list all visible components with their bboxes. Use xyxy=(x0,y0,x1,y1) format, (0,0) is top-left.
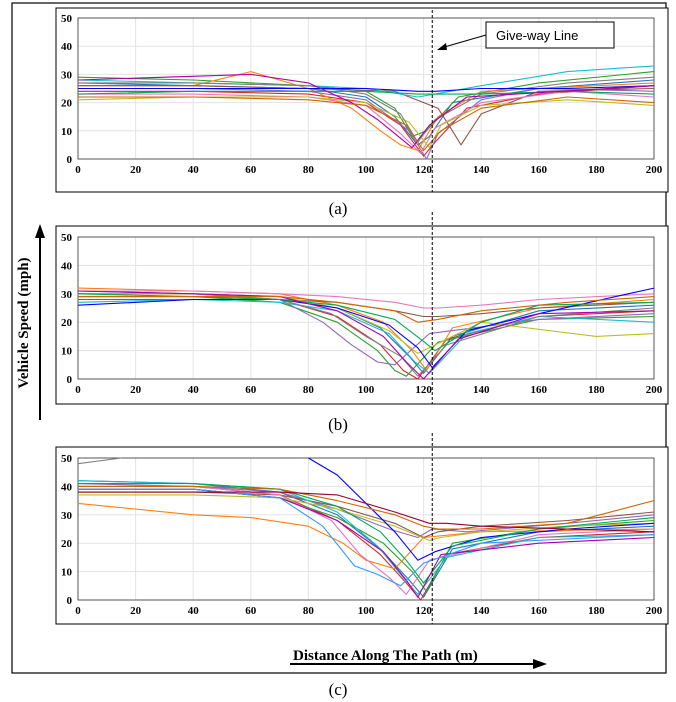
x-tick-label: 200 xyxy=(646,384,663,396)
series-line xyxy=(77,73,655,149)
x-tick-label: 200 xyxy=(646,164,663,176)
panel-b: 0 20 40 60 80 100 120 140 160 180 200 0 10 20 30 40 50 xyxy=(55,225,669,405)
series-line xyxy=(78,85,655,146)
x-tick-label: 140 xyxy=(473,384,490,396)
x-tick-label: 180 xyxy=(588,164,605,176)
x-tick-label: 60 xyxy=(245,605,257,617)
x-tick-label: 100 xyxy=(358,164,375,176)
x-tick-label: 180 xyxy=(588,605,605,617)
y-tick-label: 40 xyxy=(61,41,73,53)
x-tick-label: 40 xyxy=(188,384,200,396)
panel-a: 0 20 40 60 80 100 120 140 160 180 200 0 10 20 30 40 50 xyxy=(55,7,669,193)
x-tick-label: 60 xyxy=(245,384,257,396)
series-line xyxy=(78,488,655,587)
x-tick-label: 20 xyxy=(130,605,142,617)
give-way-callout-arrow xyxy=(440,34,487,49)
y-tick-label: 20 xyxy=(61,538,73,550)
panel-frame xyxy=(55,446,669,625)
x-tick-label: 160 xyxy=(531,164,548,176)
caption-a: (a) xyxy=(329,199,348,218)
give-way-callout-arrowhead xyxy=(437,43,447,50)
x-tick-label: 60 xyxy=(245,164,257,176)
x-tick-label: 140 xyxy=(473,164,490,176)
give-way-callout-box xyxy=(485,21,615,49)
series-line xyxy=(78,483,655,584)
series-line xyxy=(78,491,655,533)
x-tick-label: 0 xyxy=(75,605,81,617)
x-tick-label: 20 xyxy=(130,164,142,176)
x-tick-label: 120 xyxy=(415,164,432,176)
x-tick-label: 160 xyxy=(531,384,548,396)
x-tick-label: 80 xyxy=(303,384,315,396)
series-line xyxy=(78,85,655,92)
series-line xyxy=(77,457,122,465)
series-line xyxy=(78,90,655,154)
x-tick-label: 100 xyxy=(358,384,375,396)
y-tick-label: 10 xyxy=(61,346,73,358)
series-line xyxy=(78,296,655,323)
x-tick-label: 120 xyxy=(415,384,432,396)
y-axis-label: Vehicle Speed (mph) xyxy=(16,257,32,388)
series-line xyxy=(78,485,655,595)
y-tick-label: 10 xyxy=(61,126,73,138)
x-tick-label: 100 xyxy=(358,605,375,617)
x-tick-label: 180 xyxy=(588,384,605,396)
y-tick-label: 50 xyxy=(61,453,73,465)
x-tick-label: 120 xyxy=(415,605,432,617)
series-line xyxy=(308,457,655,561)
y-tick-label: 30 xyxy=(61,510,73,522)
x-tick-label: 40 xyxy=(188,605,200,617)
series-line xyxy=(77,502,655,570)
series-line xyxy=(78,96,655,152)
caption-c: (c) xyxy=(329,680,348,699)
series-line xyxy=(78,85,655,157)
y-tick-label: 30 xyxy=(61,289,73,301)
x-tick-label: 140 xyxy=(473,605,490,617)
series-line xyxy=(78,485,655,530)
y-tick-label: 0 xyxy=(67,374,73,386)
y-tick-label: 0 xyxy=(67,154,73,166)
x-tick-label: 40 xyxy=(188,164,200,176)
series-line xyxy=(78,494,655,541)
series-line xyxy=(77,287,655,369)
panel-c: 0 20 40 60 80 100 120 140 160 180 200 0 10 20 30 40 50 xyxy=(55,446,669,625)
caption-b: (b) xyxy=(328,415,348,434)
y-tick-label: 50 xyxy=(61,13,73,25)
x-tick-label: 20 xyxy=(130,384,142,396)
x-tick-label: 0 xyxy=(75,164,81,176)
y-tick-label: 40 xyxy=(61,481,73,493)
y-tick-label: 40 xyxy=(61,260,73,272)
x-tick-label: 80 xyxy=(303,605,315,617)
x-tick-label: 0 xyxy=(75,384,81,396)
x-tick-label: 160 xyxy=(531,605,548,617)
xlabel-arrowhead xyxy=(533,659,547,669)
series-line xyxy=(77,293,655,352)
y-tick-label: 0 xyxy=(67,595,73,607)
x-axis-label: Distance Along The Path (m) xyxy=(293,648,478,664)
y-tick-label: 20 xyxy=(61,317,73,329)
x-tick-label: 200 xyxy=(646,605,663,617)
y-tick-label: 50 xyxy=(61,232,73,244)
give-way-callout-text: Give-way Line xyxy=(496,28,578,43)
ylabel-arrowhead xyxy=(35,224,45,238)
series-line xyxy=(77,290,655,380)
y-tick-label: 30 xyxy=(61,69,73,81)
x-tick-label: 80 xyxy=(303,164,315,176)
series-line xyxy=(78,290,655,309)
y-tick-label: 20 xyxy=(61,98,73,110)
y-tick-label: 10 xyxy=(61,567,73,579)
